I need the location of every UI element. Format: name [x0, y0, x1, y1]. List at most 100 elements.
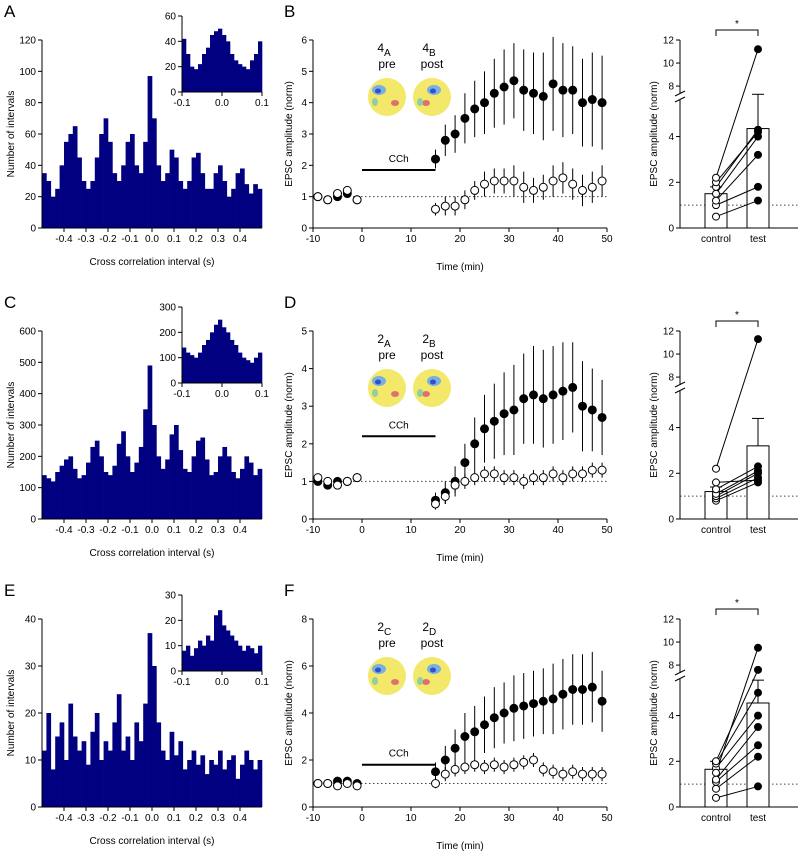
x-tick-label: 10 [405, 813, 417, 824]
data-point [352, 473, 362, 483]
y-tick-label: 30 [25, 662, 37, 673]
histogram-bar [234, 60, 239, 92]
histogram-bar [244, 456, 250, 519]
data-point [460, 476, 470, 486]
x-tick-label: -0.4 [55, 234, 73, 245]
histogram-bar [130, 760, 135, 807]
data-point [450, 480, 460, 490]
map-number: 2 [422, 332, 429, 346]
activity-map-spot [372, 98, 378, 106]
histogram-bar [156, 165, 162, 228]
data-point [323, 779, 333, 788]
histogram-bar [246, 69, 251, 92]
activity-map-spot [372, 389, 378, 397]
histogram-bar [254, 357, 259, 383]
histogram-bar [218, 28, 223, 93]
histogram-bar [190, 66, 195, 92]
histogram-bar [242, 357, 247, 383]
histogram-bar [234, 640, 239, 671]
y-tick-label: 6 [301, 662, 307, 673]
histogram-bar [50, 196, 56, 228]
data-point [587, 465, 597, 475]
y-axis-label: EPSC amplitude (norm) [284, 660, 295, 766]
histogram-bar [235, 778, 241, 807]
data-point [712, 196, 720, 205]
data-point [712, 485, 720, 494]
histogram-bar [81, 181, 87, 228]
data-point [558, 386, 568, 396]
histogram-bar [222, 625, 227, 671]
significance-bracket [715, 320, 759, 327]
data-point [499, 473, 509, 483]
x-axis-label: Cross correlation interval (s) [89, 548, 214, 559]
histogram-bar [50, 769, 56, 807]
data-point [568, 469, 578, 479]
histogram-bar [186, 352, 191, 383]
x-tick-label: 30 [503, 525, 515, 536]
x-tick-label: 0 [359, 525, 365, 536]
pair-line [715, 465, 759, 490]
histogram-bar [178, 741, 184, 807]
cch-label: CCh [389, 420, 409, 431]
histogram-bar [125, 736, 131, 807]
pair-line [715, 756, 759, 790]
y-tick-label: 400 [19, 389, 36, 400]
data-point [558, 173, 568, 183]
histogram-bar [240, 468, 245, 519]
x-tick-label: 50 [601, 813, 613, 824]
activity-map-spot [422, 679, 430, 685]
y-tick-label: 200 [159, 328, 176, 339]
histogram-bar [72, 468, 78, 519]
histogram-bar [147, 633, 153, 807]
map-subscript: A [384, 48, 391, 59]
x-tick-label: 0.1 [255, 677, 269, 688]
data-point [712, 212, 720, 221]
histogram-bar [130, 134, 135, 228]
data-point [499, 409, 509, 419]
map-subscript: B [429, 48, 436, 59]
axis-break [674, 96, 686, 103]
histogram-bar [94, 440, 100, 519]
cch-label: CCh [389, 154, 409, 165]
y-tick-label: 200 [19, 452, 36, 463]
histogram-bar [55, 188, 60, 228]
y-tick-label: 10 [165, 641, 177, 652]
histogram-bar [125, 456, 131, 519]
activity-map [413, 369, 451, 407]
histogram-bar [186, 645, 191, 671]
x-tick-label: 0 [359, 234, 365, 245]
map-number: 4 [377, 41, 384, 55]
activity-map-spot [430, 88, 436, 94]
histogram-bar [222, 446, 228, 519]
map-label: pre [378, 348, 396, 362]
data-point [342, 185, 352, 195]
histogram-bar [55, 472, 60, 519]
data-point [754, 128, 762, 136]
y-tick-label: 4 [668, 132, 674, 143]
x-tick-label: -0.3 [77, 813, 95, 824]
histogram-bar [258, 41, 263, 92]
histogram-bar [59, 465, 65, 519]
data-point [529, 185, 538, 195]
histogram-bar [231, 472, 236, 519]
data-point [712, 478, 720, 487]
data-point [470, 727, 480, 737]
histogram-bar [254, 54, 259, 92]
histogram-bar [134, 722, 140, 807]
data-point [529, 699, 538, 709]
histogram-bar [226, 760, 232, 807]
x-tick-label: 0 [359, 813, 365, 824]
x-tick-label: 10 [405, 234, 417, 245]
pair-line [715, 726, 759, 780]
histogram-bar [218, 750, 223, 807]
histogram-bar [210, 35, 215, 92]
histogram-bar [190, 655, 195, 671]
y-tick-label: 0 [170, 379, 176, 390]
histogram-bar [253, 769, 258, 807]
histogram-bar [196, 764, 201, 807]
x-tick-label: 0.3 [211, 234, 225, 245]
activity-map-spot [372, 677, 378, 685]
data-point [754, 723, 762, 731]
data-point [712, 189, 720, 198]
y-tick-label: 0 [30, 803, 36, 814]
